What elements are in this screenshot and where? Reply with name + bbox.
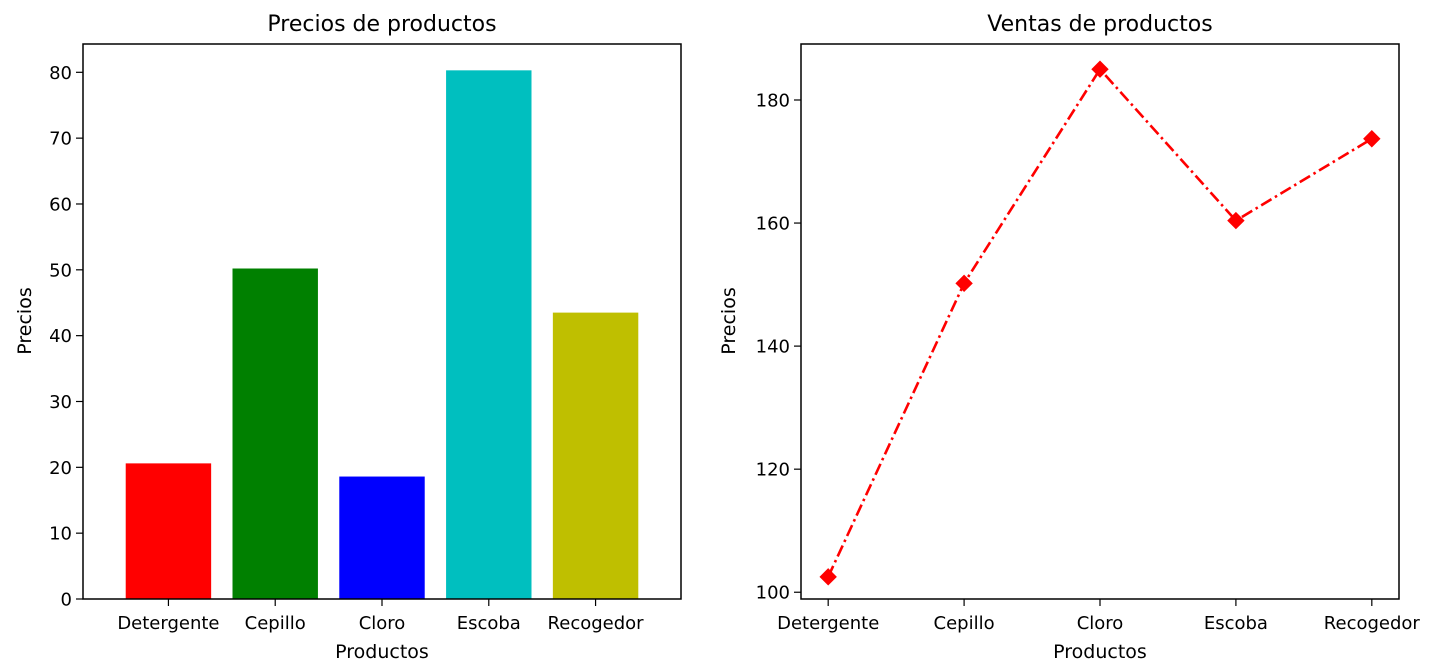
line-y-tick-label: 120: [756, 460, 790, 481]
bar-y-tick-label: 40: [49, 326, 72, 347]
bar-x-tick-label: Detergente: [117, 613, 219, 634]
bar-cepillo: [232, 268, 318, 599]
line-chart-frame: [800, 43, 1400, 600]
bar-recogedor: [552, 312, 639, 599]
sales-series-line: [827, 67, 1373, 578]
sales-point-cepillo: [955, 274, 973, 293]
line-chart-y-label: Precios: [718, 287, 740, 354]
price-bar-chart: Precios de productos 0 10 20 30 40 50 60 70 80 D…: [14, 12, 682, 663]
bar-x-tick-label: Recogedor: [548, 613, 645, 634]
bar-chart-x-label: Productos: [335, 641, 429, 663]
line-y-tick-label: 180: [756, 90, 790, 111]
sales-point-detergente: [819, 568, 837, 586]
line-y-tick-label: 160: [756, 214, 790, 235]
bar-chart-frame: [82, 43, 682, 600]
line-y-tick-label: 100: [756, 583, 790, 604]
bar-y-tick-label: 50: [49, 260, 72, 281]
line-chart-x-label: Productos: [1053, 641, 1147, 663]
bar-y-tick-label: 70: [49, 129, 72, 150]
bar-detergente: [125, 463, 212, 599]
bar-y-tick-label: 20: [49, 458, 72, 479]
bar-x-tick-label: Cloro: [359, 613, 406, 634]
bar-chart-y-label: Precios: [14, 287, 36, 354]
line-x-tick-label: Escoba: [1204, 613, 1268, 634]
bar-y-tick-label: 80: [49, 63, 72, 84]
sales-line-chart: Ventas de productos 100 120 140 160 180 Dete…: [718, 12, 1420, 663]
bar-x-tick-label: Cepillo: [245, 613, 306, 634]
bar-y-tick-label: 10: [49, 524, 72, 545]
line-x-tick-label: Cepillo: [934, 613, 995, 634]
sales-point-escoba: [1227, 211, 1245, 230]
line-chart-x-ticks: Detergente Cepillo Cloro Escoba Recogedor: [777, 599, 1420, 634]
line-chart-y-ticks: 100 120 140 160 180: [756, 90, 801, 604]
bar-escoba: [446, 70, 532, 599]
bar-chart-x-ticks: Detergente Cepillo Cloro Escoba Recogedor: [117, 599, 644, 634]
bar-chart-bars: [125, 70, 639, 599]
bar-y-tick-label: 30: [49, 392, 72, 413]
bar-y-tick-label: 0: [61, 590, 72, 611]
bar-y-tick-label: 60: [49, 194, 72, 215]
line-x-tick-label: Recogedor: [1324, 613, 1421, 634]
bar-chart-y-ticks: 0 10 20 30 40 50 60 70 80: [49, 63, 83, 611]
sales-point-recogedor: [1363, 130, 1381, 148]
line-x-tick-label: Cloro: [1077, 613, 1124, 634]
line-y-tick-label: 140: [756, 337, 790, 358]
line-chart-series: [819, 60, 1381, 586]
sales-point-cloro: [1091, 60, 1109, 78]
bar-cloro: [339, 476, 425, 599]
bar-x-tick-label: Escoba: [457, 613, 521, 634]
line-chart-title: Ventas de productos: [987, 12, 1212, 37]
bar-chart-title: Precios de productos: [267, 12, 496, 37]
line-x-tick-label: Detergente: [777, 613, 879, 634]
